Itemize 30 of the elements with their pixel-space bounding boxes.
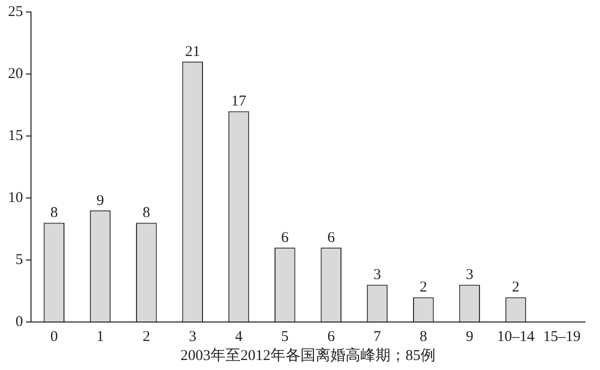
data-label: 2: [512, 280, 520, 296]
y-tick-label: 10: [8, 190, 23, 206]
x-tick-label: 0: [50, 328, 58, 345]
data-label: 21: [185, 44, 200, 60]
data-label: 6: [281, 230, 290, 246]
y-tick-label: 20: [8, 66, 23, 82]
data-label: 6: [327, 230, 336, 246]
data-label: 3: [466, 267, 474, 284]
y-tick-label: 0: [16, 314, 23, 330]
x-tick-label: 9: [466, 328, 474, 345]
x-tick-label: 4: [235, 328, 243, 345]
y-tick-label: 5: [16, 252, 23, 268]
y-tick-label: 15: [8, 128, 23, 144]
data-label: 2: [420, 280, 428, 296]
x-tick-label: 10–14: [497, 328, 535, 345]
data-label: 9: [96, 192, 104, 209]
x-tick-label: 2: [142, 328, 150, 345]
x-tick-label: 8: [420, 328, 428, 345]
x-tick-label: 6: [327, 328, 336, 345]
x-tick-label: 7: [374, 328, 382, 345]
x-axis-title: 2003年至2012年各国离婚高峰期；85例: [180, 346, 436, 364]
x-tick-label: 5: [281, 328, 289, 345]
data-label: 3: [374, 267, 381, 284]
data-label: 8: [50, 205, 58, 222]
x-tick-label: 1: [96, 328, 104, 345]
x-tick-label: 15–19: [543, 328, 581, 345]
x-tick-label: 3: [188, 328, 196, 345]
data-label: 17: [231, 94, 247, 110]
data-label: 8: [142, 205, 150, 222]
y-tick-label: 25: [8, 4, 23, 20]
